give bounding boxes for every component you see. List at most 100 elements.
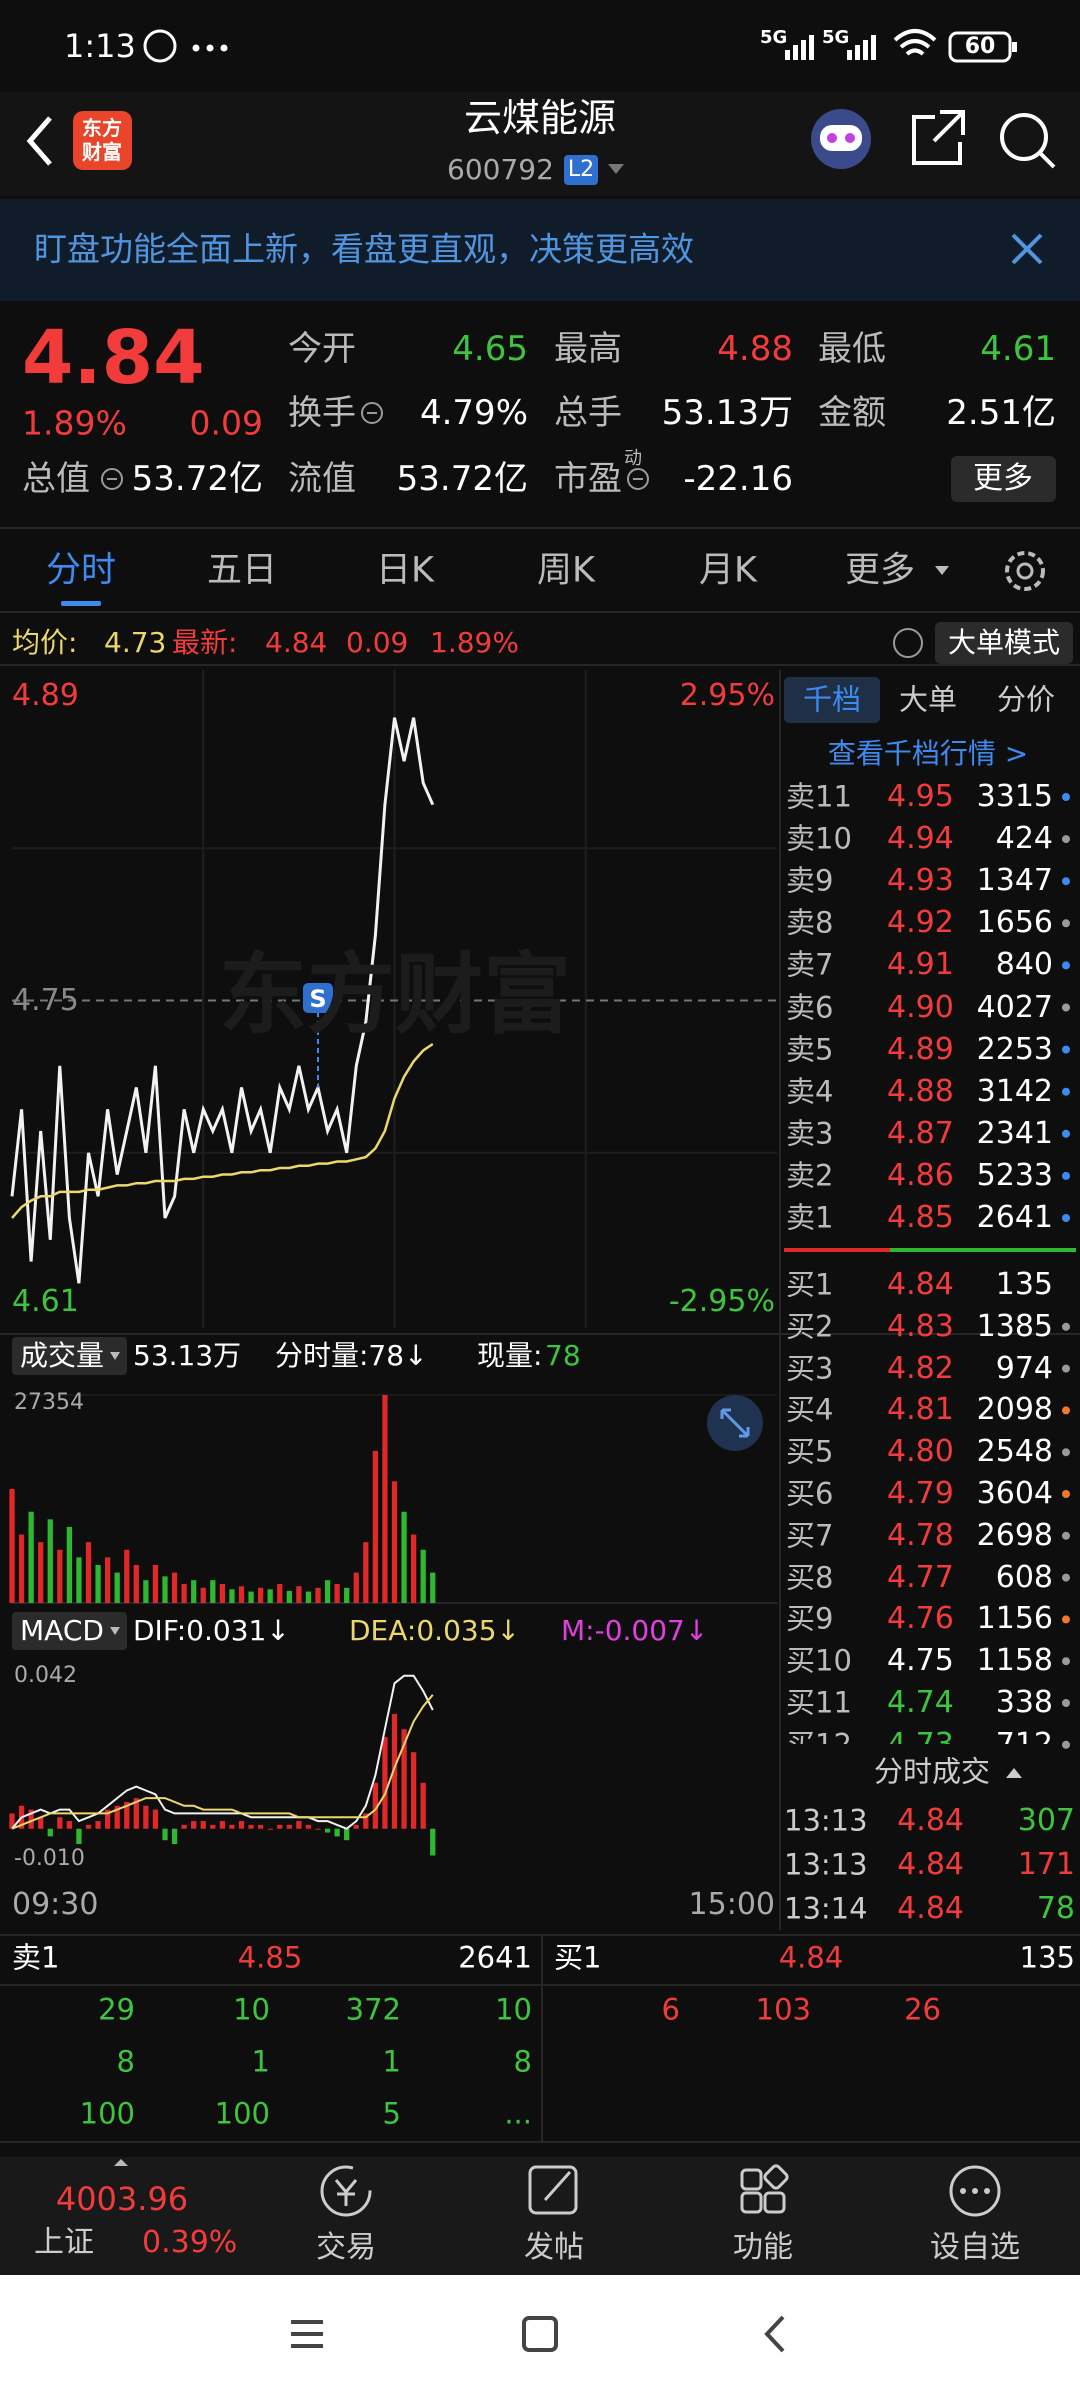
back-button[interactable] [764, 2315, 785, 2353]
close-button[interactable] [1011, 233, 1043, 265]
tab[interactable]: 周K [537, 550, 595, 591]
book-link[interactable]: 查看千档行情 > [827, 737, 1029, 770]
book-volume: 3315 [976, 779, 1053, 814]
book-label: 买2 [786, 1309, 834, 1344]
book-dot [1062, 1087, 1070, 1096]
book-label: 买4 [786, 1392, 834, 1427]
logo-text: 东方 [82, 116, 122, 140]
y-tick-label: -0.010 [14, 1846, 85, 1871]
volume-bar [305, 1591, 312, 1603]
battery-level: 60 [964, 34, 996, 59]
macd-bar [267, 1828, 273, 1830]
nav-item[interactable]: 设自选 [930, 2230, 1020, 2265]
book-volume: 974 [995, 1350, 1053, 1386]
book-label: 卖4 [786, 1074, 834, 1109]
dif-line [11, 1674, 434, 1830]
share-button[interactable] [912, 110, 965, 165]
depth-order: 100 [79, 2096, 135, 2131]
macd-bar [200, 1821, 206, 1829]
back-button[interactable] [26, 116, 52, 166]
book-tab[interactable]: 分价 [996, 682, 1056, 717]
macd-bar [296, 1821, 302, 1829]
book-label: 买6 [786, 1476, 834, 1511]
index-value[interactable]: 4003.96 [55, 2180, 189, 2218]
volume-bar [162, 1576, 168, 1603]
tab[interactable]: 五日 [206, 550, 278, 591]
info-icon [361, 402, 383, 424]
book-tab[interactable]: 大单 [898, 682, 958, 717]
nav-item[interactable]: 功能 [733, 2230, 793, 2265]
nav-item[interactable]: 交易 [316, 2230, 376, 2265]
mode-button[interactable]: 大单模式 [947, 626, 1061, 659]
book-volume: 1156 [976, 1601, 1053, 1637]
nav-icon [320, 2165, 372, 2217]
book-dot [1062, 793, 1070, 801]
field-label: 总值 [22, 459, 90, 499]
book-label: 卖3 [786, 1116, 834, 1151]
search-handle [1038, 151, 1056, 169]
y-tick-label: 0.042 [14, 1663, 77, 1688]
volume-bar [181, 1583, 187, 1603]
mode-button [935, 622, 1073, 664]
price-line [10, 717, 435, 1284]
signal-bar [871, 35, 876, 60]
tab[interactable]: 分时 [45, 550, 117, 591]
nav-item[interactable]: 发帖 [524, 2230, 584, 2265]
book-price: 4.86 [887, 1157, 954, 1193]
book-price: 4.74 [887, 1685, 954, 1720]
field-value: 4.88 [717, 329, 793, 369]
book-price: 4.95 [887, 779, 954, 814]
depth-order: 29 [98, 1992, 135, 2027]
volume-bar [219, 1583, 226, 1603]
avg-label: 均价: [12, 626, 78, 659]
change-pct: 1.89% [22, 403, 127, 443]
current-label: 现量: [477, 1339, 543, 1372]
book-label: 买1 [786, 1267, 834, 1302]
nav-icon [740, 2191, 763, 2214]
depth-price: 4.85 [237, 1940, 303, 1975]
tab[interactable]: 更多 [844, 550, 916, 591]
macd-bar [38, 1817, 44, 1829]
banner-text: 盯盘功能全面上新，看盘更直观，决策更高效 [34, 229, 694, 269]
book-price: 4.78 [887, 1517, 954, 1553]
settings-button[interactable] [1005, 551, 1045, 591]
book-label: 买12 [786, 1727, 852, 1762]
book-price: 4.94 [887, 821, 954, 857]
book-dot [1062, 877, 1070, 886]
book-volume: 424 [995, 821, 1053, 857]
depth-label: 买1 [554, 1940, 602, 1975]
book-price: 4.81 [887, 1392, 954, 1428]
trade-price: 4.84 [897, 1847, 964, 1882]
more-button[interactable]: 更多 [973, 461, 1033, 496]
macd-bar [191, 1821, 197, 1829]
info-icon [627, 468, 649, 490]
volume-bar [372, 1450, 379, 1603]
volume-bar [286, 1590, 292, 1603]
book-dot [1062, 1699, 1070, 1707]
tab[interactable]: 日K [376, 550, 434, 591]
book-volume: 2098 [976, 1392, 1053, 1428]
signal-bar [785, 50, 790, 60]
trades-arrow [1006, 1768, 1022, 1778]
depth-price: 4.84 [778, 1940, 844, 1975]
book-volume: 2253 [976, 1031, 1053, 1067]
tab[interactable]: 月K [699, 550, 757, 591]
book-label: 卖11 [786, 779, 852, 814]
volume-bar [391, 1481, 398, 1603]
volume-bar [430, 1572, 436, 1603]
volume-bar [334, 1583, 340, 1603]
book-tab[interactable]: 千档 [802, 682, 862, 717]
macd-bar [9, 1813, 15, 1829]
robot-eye [827, 133, 837, 143]
book-label: 卖1 [786, 1200, 834, 1235]
trade-time: 13:13 [784, 1847, 868, 1882]
nav-icon [763, 2164, 789, 2190]
book-volume: 2548 [976, 1434, 1053, 1470]
search-button[interactable] [1000, 113, 1048, 161]
more-dot [220, 44, 228, 52]
y-tick-label: 27354 [14, 1390, 84, 1415]
book-label: 买3 [786, 1351, 834, 1386]
book-price: 4.75 [887, 1643, 954, 1679]
book-dot [1062, 1490, 1070, 1498]
